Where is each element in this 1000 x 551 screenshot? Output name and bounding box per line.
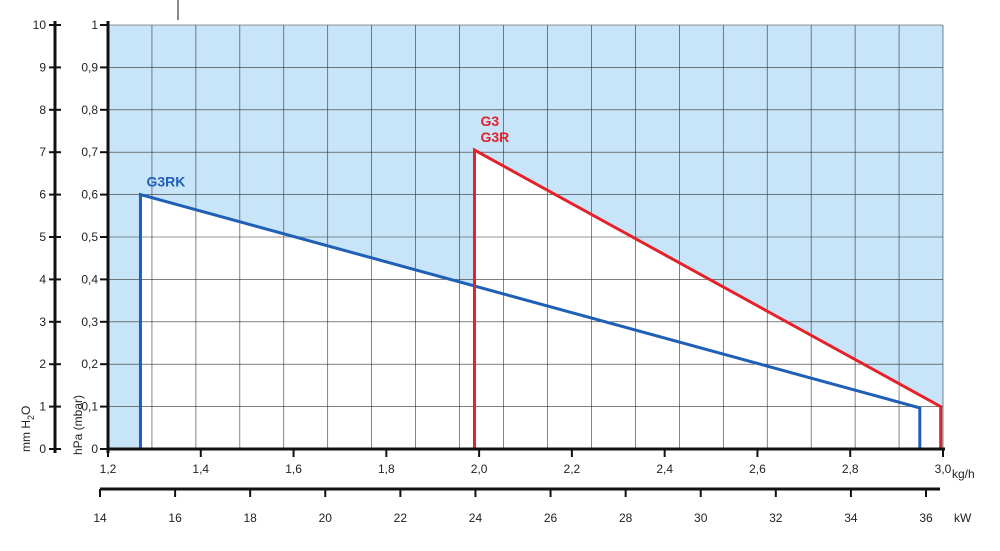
x-tick-label-kw: 34 xyxy=(844,511,858,525)
x-tick-label-kgh: 1,4 xyxy=(192,462,209,476)
x-tick-label-kw: 28 xyxy=(619,511,633,525)
x-tick-label-kw: 26 xyxy=(544,511,558,525)
x-tick-label-kgh: 1,8 xyxy=(378,462,395,476)
y-tick-label-mm: 7 xyxy=(39,145,46,159)
y-tick-label-mm: 5 xyxy=(39,230,46,244)
y-tick-label-mm: 8 xyxy=(39,103,46,117)
y-axis-title-mmh2o: mm H2O xyxy=(19,406,36,452)
y-tick-label-hpa: 0 xyxy=(91,442,98,456)
x-tick-label-kgh: 3,0 xyxy=(935,462,952,476)
x-tick-label-kgh: 2,2 xyxy=(564,462,581,476)
series-label: G3 xyxy=(480,113,499,129)
y-tick-label-mm: 2 xyxy=(39,357,46,371)
y-tick-label-hpa: 0,9 xyxy=(81,60,98,74)
y-tick-label-hpa: 0,2 xyxy=(81,357,98,371)
x-tick-label-kw: 36 xyxy=(919,511,933,525)
x-tick-label-kgh: 1,2 xyxy=(100,462,117,476)
y-axis-title-hpa: hPa (mbar) xyxy=(71,395,85,455)
y-tick-label-hpa: 0,6 xyxy=(81,188,98,202)
x-tick-label-kw: 14 xyxy=(93,511,107,525)
series-label: G3RK xyxy=(146,174,185,190)
x-tick-label-kw: 22 xyxy=(394,511,408,525)
y-tick-label-hpa: 1 xyxy=(91,18,98,32)
series-lines xyxy=(138,147,943,449)
series-label: G3R xyxy=(480,129,509,145)
x-tick-label-kw: 32 xyxy=(769,511,783,525)
x-tick-label-kgh: 2,4 xyxy=(656,462,673,476)
plot-grid xyxy=(107,24,944,450)
x-tick-label-kgh: 2,8 xyxy=(842,462,859,476)
x-tick-label-kw: 30 xyxy=(694,511,708,525)
series-line-1 xyxy=(472,147,943,449)
y-tick-label-mm: 3 xyxy=(39,315,46,329)
y-tick-label-hpa: 0,3 xyxy=(81,315,98,329)
x-tick-label-kw: 20 xyxy=(319,511,333,525)
x-tick-label-kw: 18 xyxy=(244,511,258,525)
x-tick-label-kgh: 2,6 xyxy=(749,462,766,476)
y-tick-label-hpa: 0,5 xyxy=(81,230,98,244)
series-line-0 xyxy=(138,192,922,449)
y-tick-label-mm: 4 xyxy=(39,272,46,286)
y-tick-label-hpa: 0,4 xyxy=(81,272,98,286)
x-axis-title-kw: kW xyxy=(954,511,972,525)
x-tick-label-kgh: 2,0 xyxy=(471,462,488,476)
y-tick-label-hpa: 0,7 xyxy=(81,145,98,159)
y-tick-label-mm: 6 xyxy=(39,188,46,202)
y-tick-label-hpa: 0,1 xyxy=(81,400,98,414)
axes: 00,10,20,30,40,50,60,70,80,9101234567891… xyxy=(33,0,952,525)
y-tick-label-mm: 0 xyxy=(39,442,46,456)
y-tick-label-mm: 1 xyxy=(39,400,46,414)
y-tick-label-mm: 9 xyxy=(39,60,46,74)
y-tick-label-hpa: 0,8 xyxy=(81,103,98,117)
x-tick-label-kw: 24 xyxy=(469,511,483,525)
x-tick-label-kgh: 1,6 xyxy=(285,462,302,476)
x-axis-title-kgh: kg/h xyxy=(952,467,975,481)
region-1 xyxy=(474,150,941,449)
x-tick-label-kw: 16 xyxy=(168,511,182,525)
y-tick-label-mm: 10 xyxy=(33,18,47,32)
